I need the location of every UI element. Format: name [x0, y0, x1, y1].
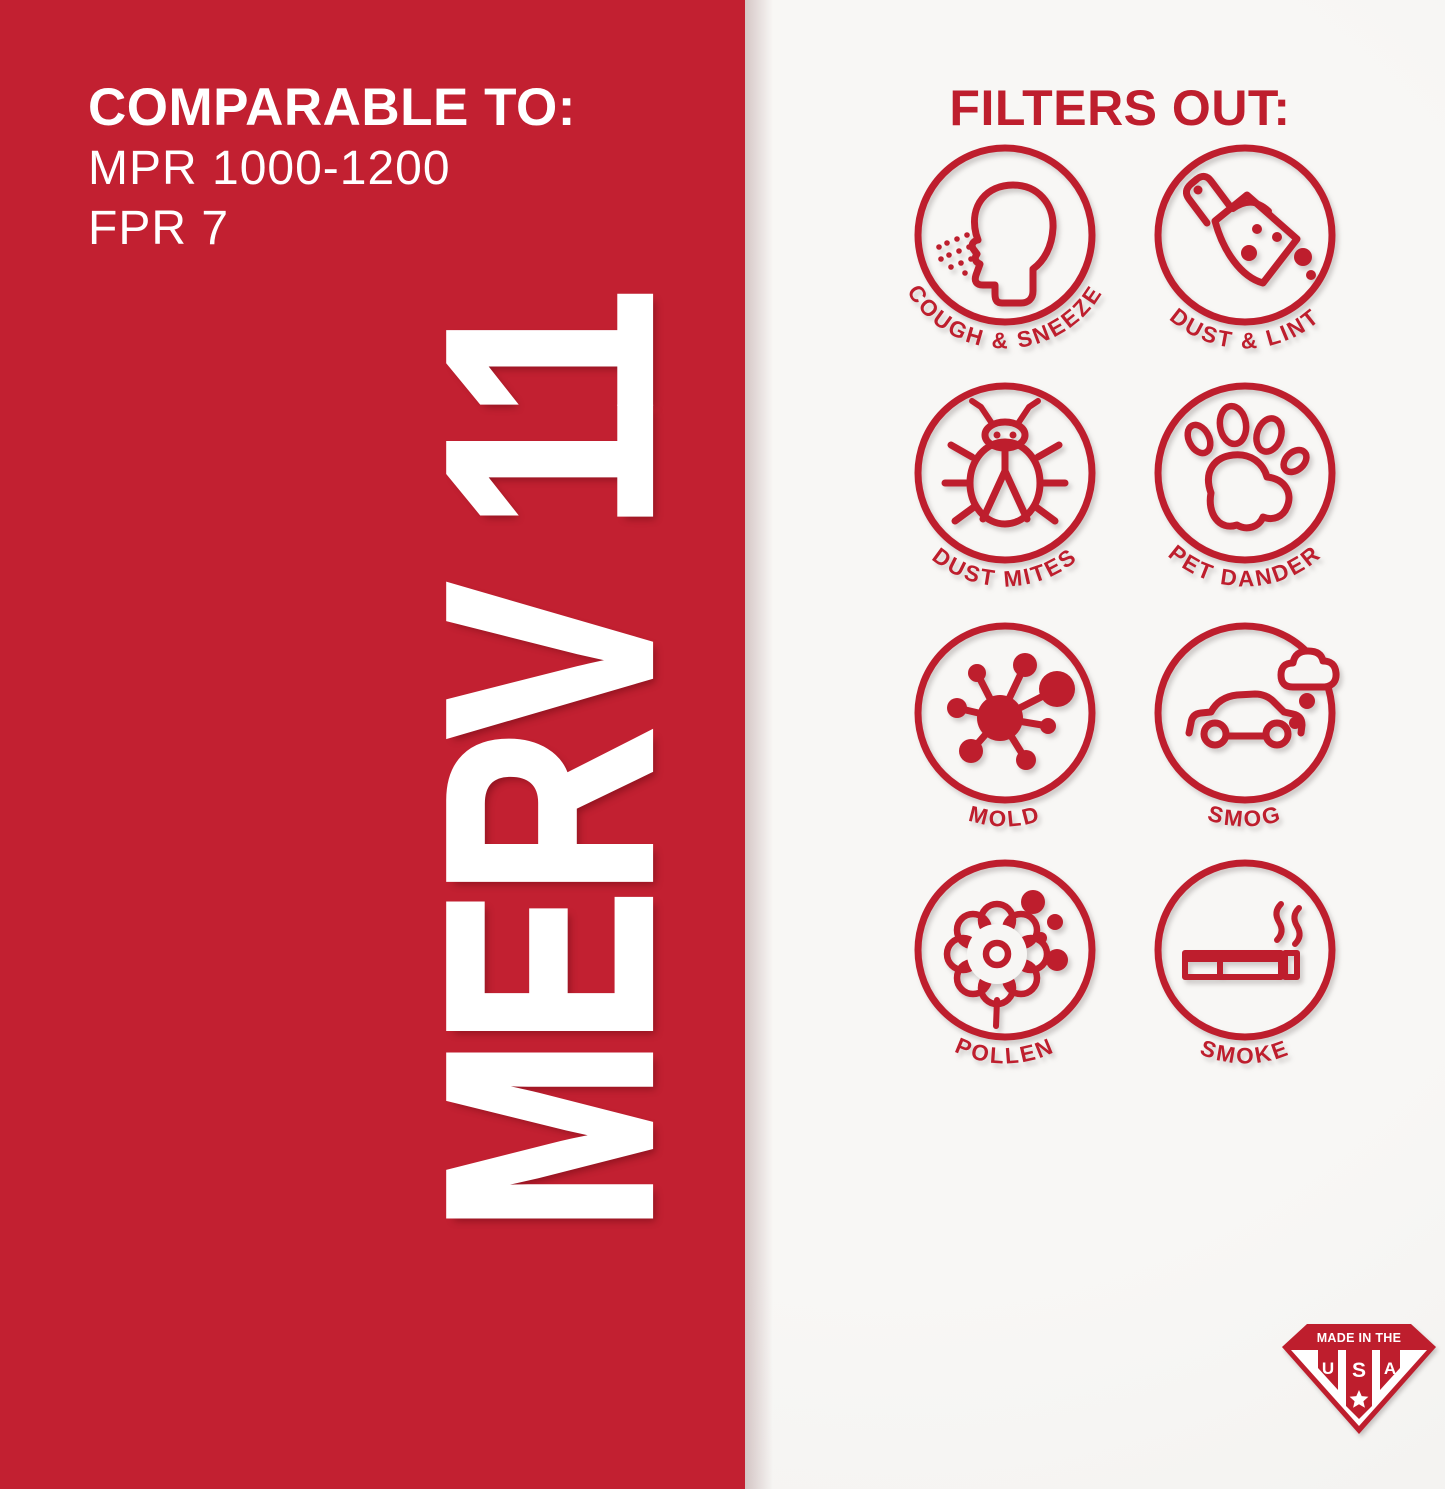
comparable-title: COMPARABLE TO: — [88, 78, 576, 137]
spec-line-mpr: MPR 1000-1200 — [88, 141, 451, 195]
badge-letter-a: A — [1384, 1359, 1396, 1378]
cough-sneeze-icon: COUGH & SNEEZE — [902, 144, 1105, 354]
pollen-icon: POLLEN — [914, 859, 1096, 1069]
badge-letter-s: S — [1352, 1359, 1366, 1382]
red-panel — [0, 0, 745, 1489]
usa-shield-icon: MADE IN THE U S A — [1282, 1324, 1436, 1434]
filter-item-mold: MOLD — [875, 583, 1135, 843]
dust-lint-icon: DUST & LINT — [1154, 144, 1336, 354]
filter-item-smoke: SMOKE — [1115, 820, 1375, 1080]
badge-top-text: MADE IN THE — [1317, 1331, 1402, 1345]
filter-item-pollen: POLLEN — [875, 820, 1135, 1080]
pet-dander-icon: PET DANDER — [1154, 382, 1336, 592]
filter-item-smog: SMOG — [1115, 583, 1375, 843]
sneeze-particles — [936, 232, 974, 276]
filter-item-pet-dander: PET DANDER — [1115, 343, 1375, 603]
badge-letter-u: U — [1322, 1359, 1334, 1378]
smoke-icon: SMOKE — [1154, 859, 1336, 1068]
filter-item-dust-mites: DUST MITES — [875, 343, 1135, 603]
mold-icon: MOLD — [914, 622, 1096, 832]
merv-rating: MERV 11 — [383, 292, 714, 1234]
spec-line-fpr: FPR 7 — [88, 202, 230, 256]
comparable-block: COMPARABLE TO: MPR 1000-1200 FPR 7 — [88, 78, 576, 260]
panel-edge-shadow — [745, 0, 773, 1489]
made-in-usa-badge: MADE IN THE U S A — [1280, 1322, 1438, 1437]
filter-item-cough-sneeze: COUGH & SNEEZE — [875, 105, 1135, 365]
dust-mites-icon: DUST MITES — [914, 382, 1096, 592]
smog-icon: SMOG — [1154, 622, 1340, 832]
filter-item-dust-lint: DUST & LINT — [1115, 105, 1375, 365]
filters-out-heading: FILTERS OUT: — [949, 80, 1291, 136]
badge-star-icon — [1349, 1390, 1369, 1408]
